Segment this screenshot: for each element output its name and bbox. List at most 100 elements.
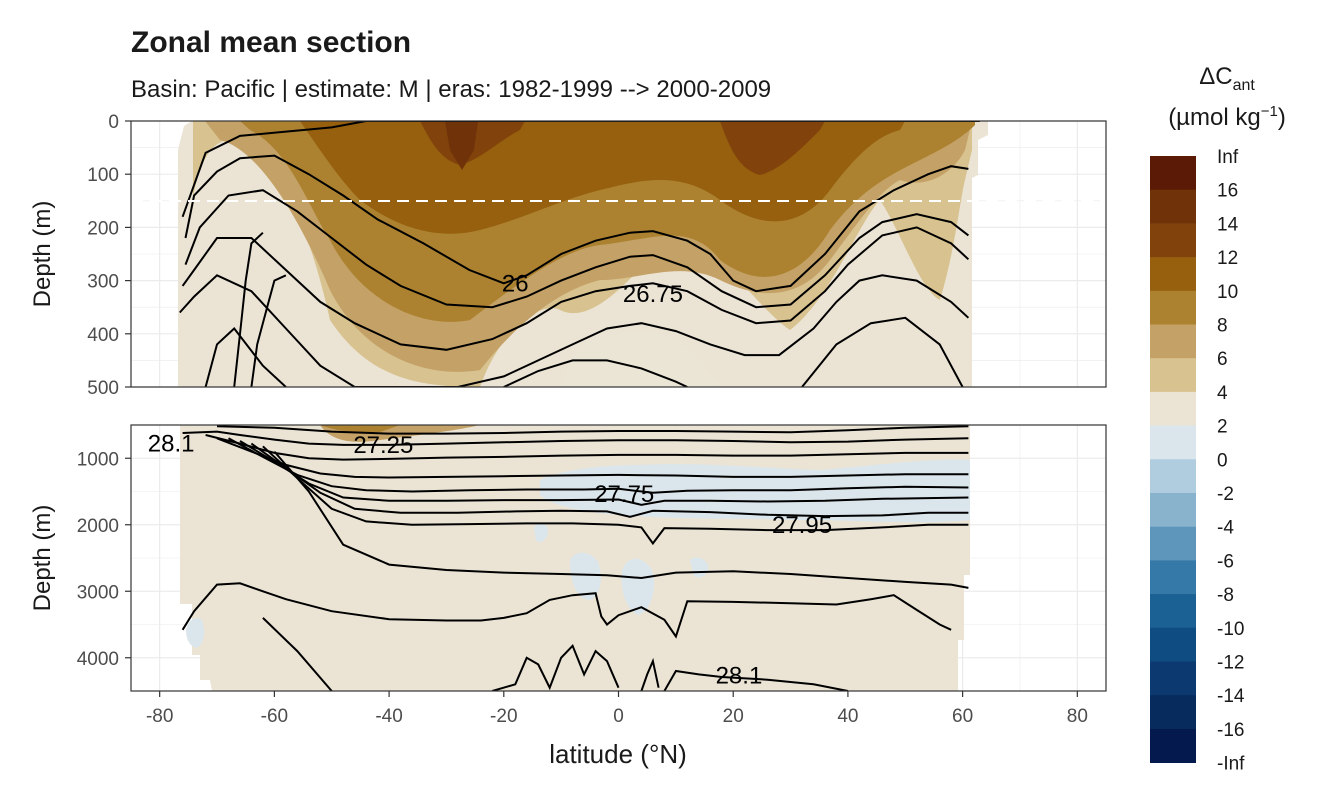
upper-panel-border xyxy=(130,120,1107,388)
legend-swatch xyxy=(1150,189,1196,224)
legend-swatch xyxy=(1150,560,1196,595)
legend-label: 16 xyxy=(1217,181,1238,202)
y-tick-label: 500 xyxy=(87,378,119,399)
legend-label: 8 xyxy=(1217,316,1228,337)
isopycnal-26 xyxy=(184,154,969,293)
y-axis-title-upper: Depth (m) xyxy=(29,201,56,308)
legend-label: -6 xyxy=(1217,551,1234,572)
y-tick-label: 100 xyxy=(87,165,119,186)
contour-label: 28.1 xyxy=(148,431,195,458)
isopycnal-28.05 xyxy=(273,450,969,589)
legend-title: ΔCant (µmol kg−1) xyxy=(1142,58,1312,136)
isopycnal-vert2 xyxy=(250,274,287,387)
legend-swatch xyxy=(1150,459,1196,494)
x-tick-label: 80 xyxy=(1067,706,1088,727)
isopycnal-26.25 xyxy=(184,189,970,309)
x-tick-label: -40 xyxy=(375,706,402,727)
isopycnal-27.1 xyxy=(216,425,969,435)
isopycnal-27.75 xyxy=(228,437,969,494)
legend-label: -Inf xyxy=(1217,754,1245,775)
lower-panel-fill xyxy=(180,425,970,691)
isopycnal-27.0 xyxy=(503,359,688,387)
y-tick-label: 3000 xyxy=(77,582,119,603)
legend-label: -10 xyxy=(1217,619,1244,640)
y-tick-label: 2000 xyxy=(77,516,119,537)
legend-label: 6 xyxy=(1217,349,1228,370)
legend-label: -4 xyxy=(1217,518,1234,539)
isopycnal-28.12 xyxy=(262,617,333,691)
isopycnal-26.75 xyxy=(179,274,970,387)
x-tick-label: -20 xyxy=(490,706,517,727)
legend-swatch xyxy=(1150,728,1196,763)
legend-label: -2 xyxy=(1217,484,1234,505)
isopycnal-25.5 xyxy=(181,121,980,218)
y-tick-label: 1000 xyxy=(77,449,119,470)
x-tick-label: 20 xyxy=(723,706,744,727)
y-tick-label: 400 xyxy=(87,325,119,346)
legend-swatch xyxy=(1150,358,1196,393)
legend-label: 0 xyxy=(1217,450,1228,471)
legend-swatch xyxy=(1150,627,1196,662)
isopycnal-26.5 xyxy=(181,226,970,351)
isopycnal-27.0b xyxy=(801,316,964,387)
y-tick-label: 200 xyxy=(87,218,119,239)
contour-label: 27.95 xyxy=(772,512,832,539)
legend-label: 2 xyxy=(1217,417,1228,438)
chart-subtitle: Basin: Pacific | estimate: M | eras: 198… xyxy=(131,76,772,103)
chart-title: Zonal mean section xyxy=(131,26,412,59)
x-axis-title: latitude (°N) xyxy=(549,739,687,769)
x-tick-label: -60 xyxy=(261,706,288,727)
contour-label: 26.75 xyxy=(623,281,683,308)
x-tick-label: 0 xyxy=(613,706,624,727)
legend-label: 4 xyxy=(1217,383,1228,404)
isopycnal-28.14 xyxy=(640,657,660,691)
isopycnal-28.13 xyxy=(492,643,620,691)
legend-label: Inf xyxy=(1217,147,1239,168)
legend-swatch xyxy=(1150,695,1196,730)
legend-swatch xyxy=(1150,661,1196,696)
isopycnal-28.1 xyxy=(181,582,952,639)
legend-swatch xyxy=(1150,594,1196,629)
legend-label: 10 xyxy=(1217,282,1238,303)
isopycnal-27.25 xyxy=(182,430,969,446)
legend-swatch xyxy=(1150,425,1196,460)
legend-colorbar: Inf 16 14 12 10 8 6 4 2 0 -2 -4 -6 -8 -10 -12 -14 -16 -Inf xyxy=(1150,147,1245,775)
x-tick-label: -80 xyxy=(146,706,173,727)
isopycnal-28.15 xyxy=(663,669,849,691)
legend-swatch xyxy=(1150,257,1196,292)
y-tick-label: 4000 xyxy=(77,649,119,670)
legend-label: 14 xyxy=(1217,214,1239,235)
isopycnal-27.4 xyxy=(205,434,969,461)
contour-label: 28.1 xyxy=(716,663,763,690)
isopycnal-28.0 xyxy=(262,445,969,546)
legend-label: -12 xyxy=(1217,653,1244,674)
isopycnal-27.6 xyxy=(216,437,969,479)
contour-label: 27.25 xyxy=(353,432,413,459)
y-axis-title-lower: Depth (m) xyxy=(29,505,56,612)
x-tick-label: 40 xyxy=(837,706,858,727)
isopycnal-vert1 xyxy=(233,231,264,387)
upper-panel-fill xyxy=(178,121,988,387)
isopycnal-27.85 xyxy=(239,440,969,506)
contour-label: 27.75 xyxy=(594,481,654,508)
legend-title-variable: ΔCant xyxy=(1199,63,1255,94)
legend-swatch xyxy=(1150,156,1196,191)
legend-swatch xyxy=(1150,493,1196,528)
axes: -80 -60 -40 -20 0 20 40 60 80 0 100 200 300 400 500 100… xyxy=(77,112,1088,727)
legend-label: 12 xyxy=(1217,248,1238,269)
legend-label: -16 xyxy=(1217,720,1244,741)
y-tick-label: 300 xyxy=(87,272,119,293)
legend-swatch xyxy=(1150,324,1196,359)
contour-labels: 26 26.75 28.1 27.25 27.75 27.95 28.1 xyxy=(148,270,832,689)
y-tick-label: 0 xyxy=(108,112,119,133)
legend-title-unit: (µmol kg−1) xyxy=(1168,102,1286,131)
legend-swatch xyxy=(1150,391,1196,426)
legend-swatch xyxy=(1150,223,1196,258)
legend-swatch xyxy=(1150,526,1196,561)
isopycnal-26.9 xyxy=(204,327,287,387)
legend-swatch xyxy=(1150,290,1196,325)
isopycnal-27.95 xyxy=(250,442,969,518)
legend-label: -8 xyxy=(1217,585,1234,606)
contour-label: 26 xyxy=(502,270,529,297)
